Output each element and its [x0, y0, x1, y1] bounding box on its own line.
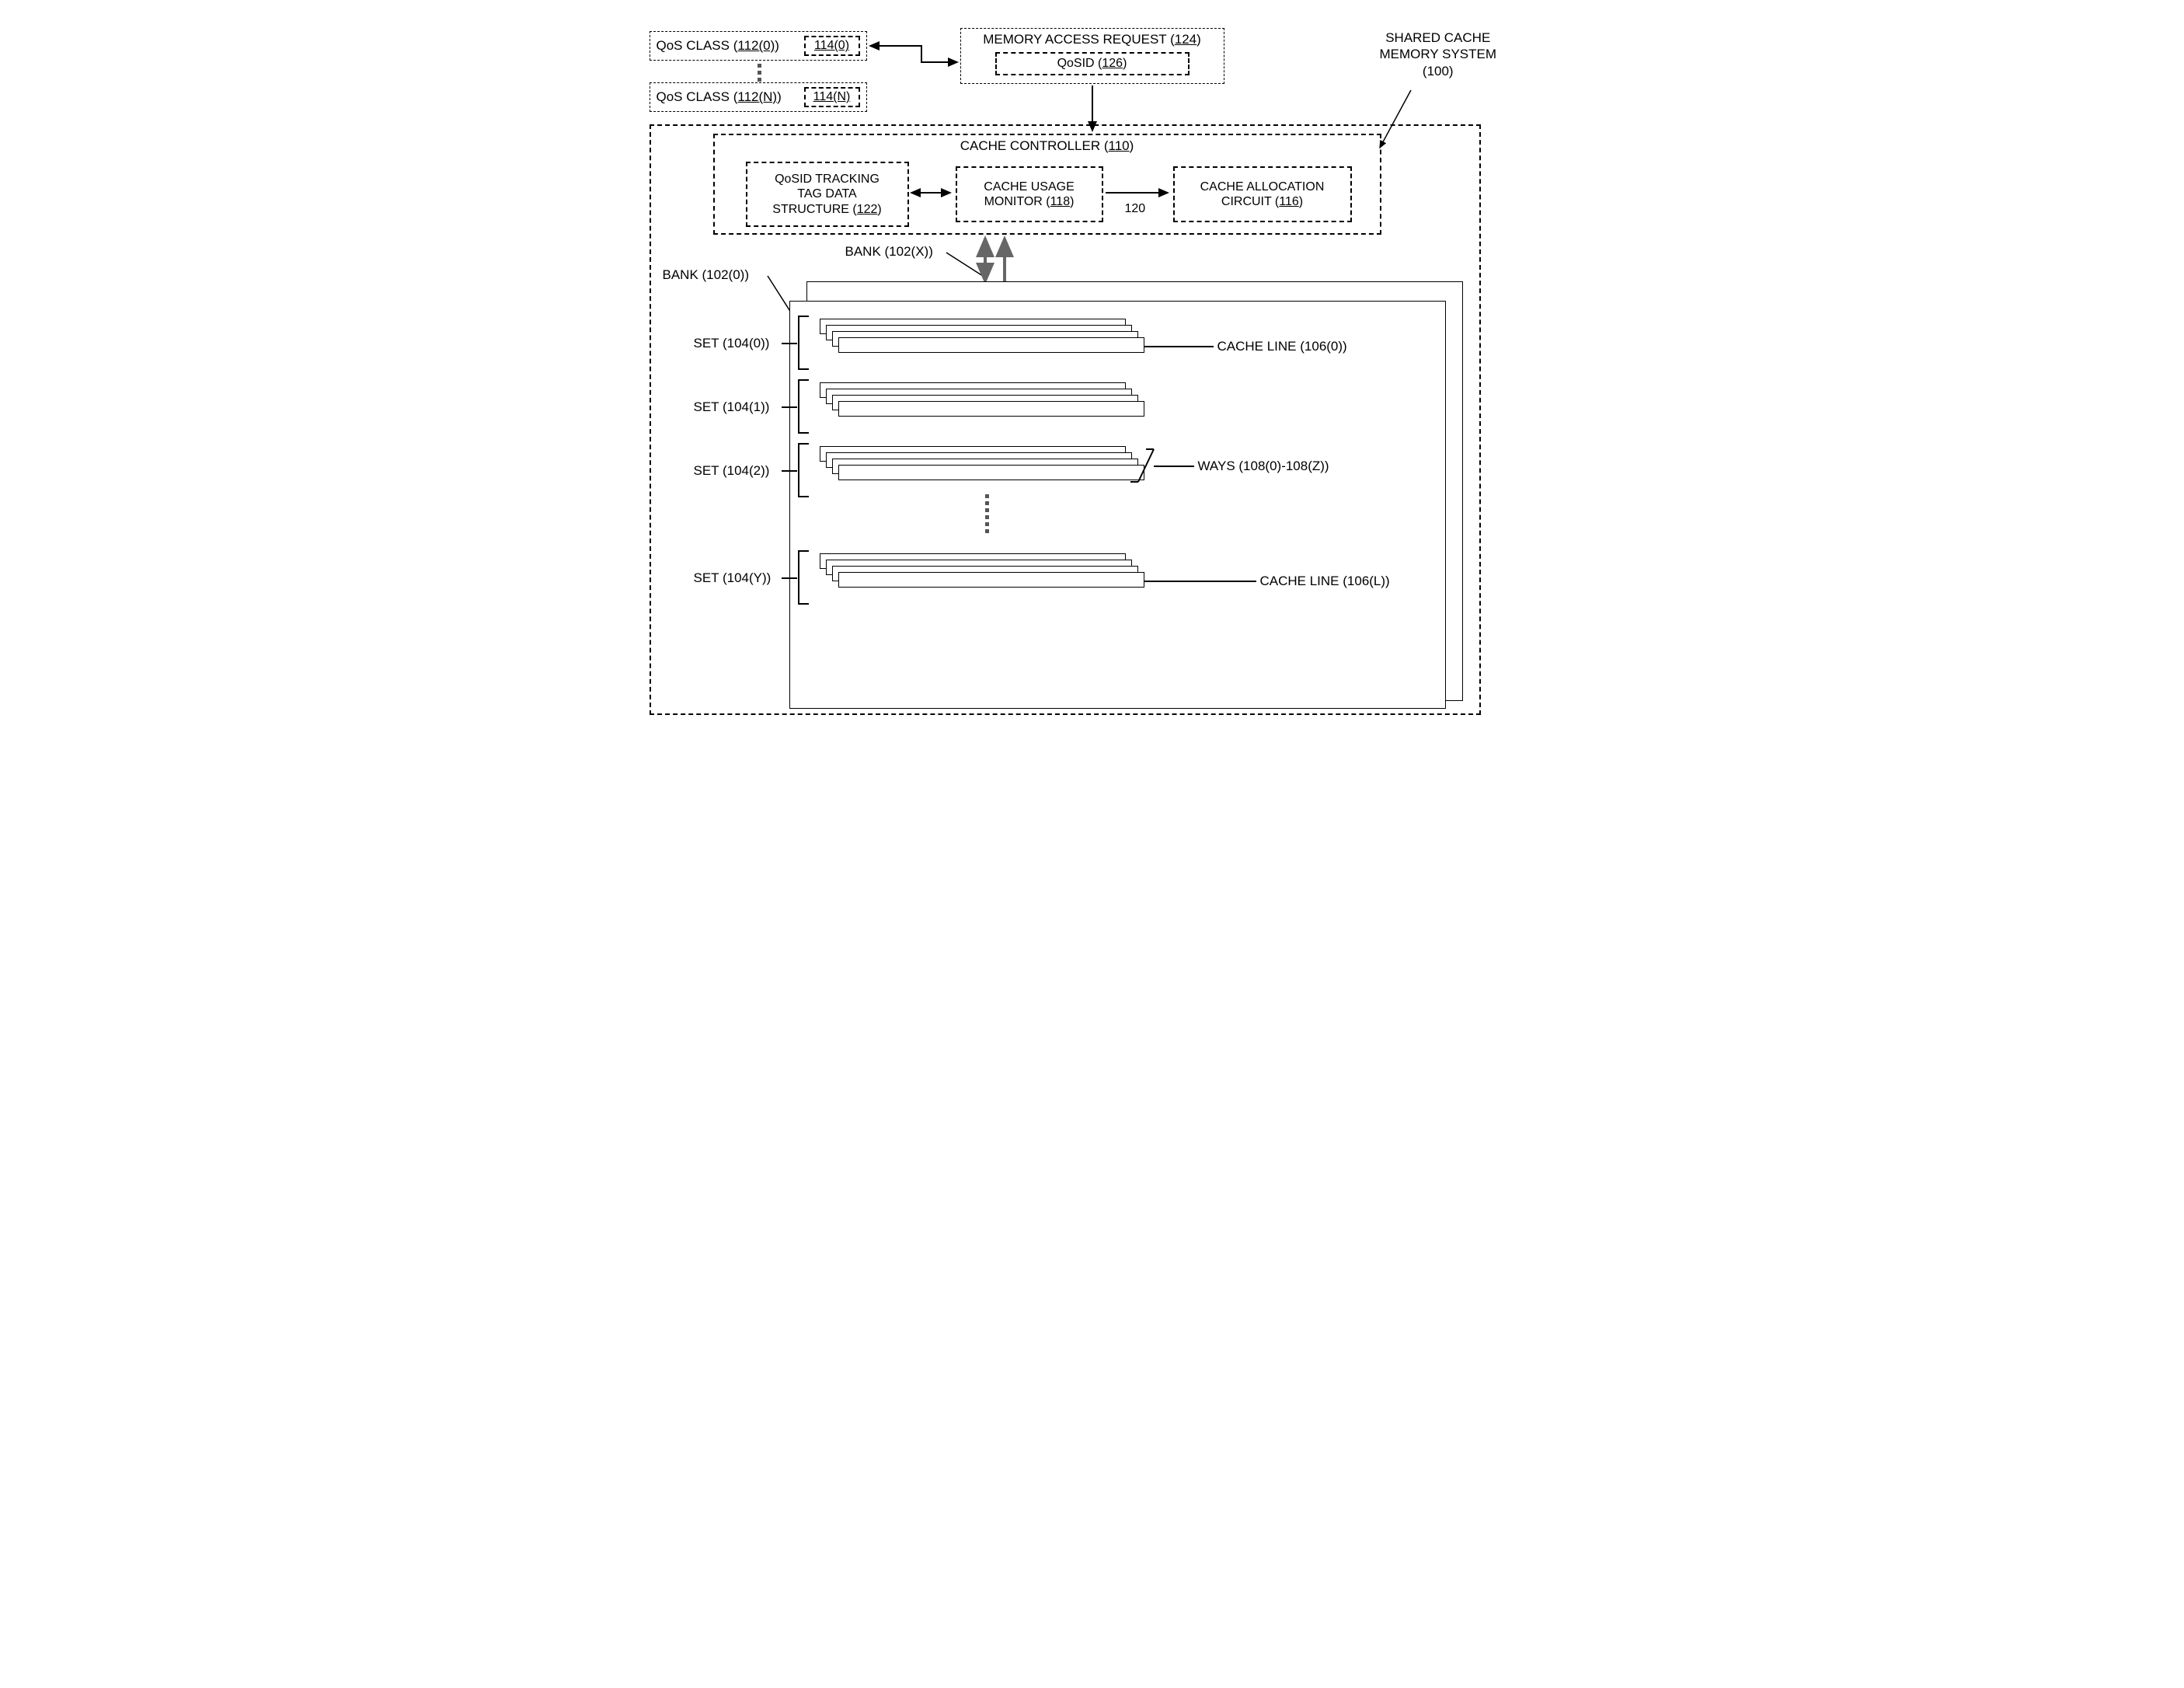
- qos-class-n-label: QoS CLASS (112(N)): [657, 89, 782, 105]
- set-0-label: SET (104(0)): [694, 336, 770, 351]
- diagram-canvas: QoS CLASS (112(0)) 114(0) QoS CLASS (112…: [634, 23, 1551, 723]
- cacheline-0-label: CACHE LINE (106(0)): [1217, 339, 1347, 354]
- shared-cache-memory-system: CACHE CONTROLLER (110) QoSID TRACKING TA…: [650, 124, 1481, 715]
- set-y-label: SET (104(Y)): [694, 570, 772, 586]
- set-2-label: SET (104(2)): [694, 463, 770, 479]
- qos-class-n: QoS CLASS (112(N)) 114(N): [650, 82, 867, 112]
- qos-box-0: 114(0): [804, 36, 860, 56]
- mar-title: MEMORY ACCESS REQUEST (124): [983, 32, 1201, 47]
- qosid-box: QoSID (126): [995, 52, 1190, 75]
- dots-qos: [757, 64, 763, 82]
- bank-svg: [790, 302, 1447, 710]
- ways-label: WAYS (108(0)-108(Z)): [1198, 459, 1329, 474]
- qos-class-0: QoS CLASS (112(0)) 114(0): [650, 31, 867, 61]
- set-1-label: SET (104(1)): [694, 399, 770, 415]
- qos-class-0-label: QoS CLASS (112(0)): [657, 38, 779, 54]
- system-label: SHARED CACHE MEMORY SYSTEM (100): [1380, 30, 1497, 79]
- qos-box-n: 114(N): [804, 87, 860, 107]
- memory-access-request: MEMORY ACCESS REQUEST (124) QoSID (126): [960, 28, 1224, 84]
- cacheline-L-label: CACHE LINE (106(L)): [1260, 574, 1390, 589]
- bank-0: CACHE LINE (106(0)) WAYS (108(0)-108(Z))…: [789, 301, 1446, 709]
